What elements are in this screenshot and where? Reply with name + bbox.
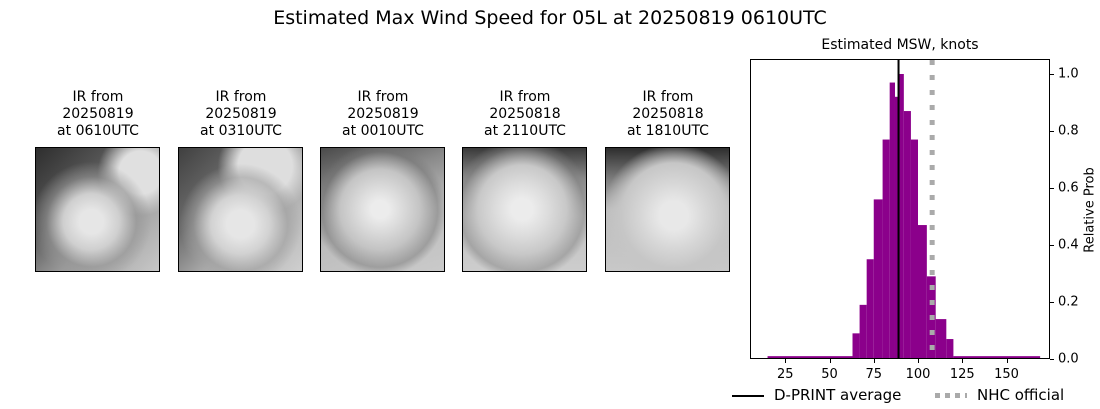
histogram-bar bbox=[918, 225, 927, 358]
dotted-line-icon bbox=[935, 393, 967, 398]
ir-panel: IR from 20250818 at 1810UTC bbox=[605, 89, 731, 272]
histogram-bar bbox=[852, 333, 860, 358]
x-tick bbox=[829, 359, 831, 363]
x-tick bbox=[1006, 359, 1008, 363]
ir-satellite-image bbox=[605, 147, 730, 272]
y-tick-label: 1.0 bbox=[1058, 66, 1079, 82]
histogram-bar bbox=[910, 139, 918, 358]
y-tick bbox=[1050, 245, 1054, 246]
y-tick-label: 0.8 bbox=[1058, 123, 1079, 139]
ir-satellite-image bbox=[178, 147, 303, 272]
ir-panel: IR from 20250818 at 2110UTC bbox=[462, 89, 588, 272]
caption-date: 20250819 bbox=[62, 106, 134, 122]
ir-satellite-image bbox=[320, 147, 445, 272]
caption-time: at 0010UTC bbox=[342, 123, 424, 139]
legend-label: D-PRINT average bbox=[774, 386, 902, 404]
caption-line: IR from bbox=[357, 89, 409, 105]
ir-panel: IR from 20250819 at 0610UTC bbox=[35, 89, 161, 272]
histogram-bar bbox=[898, 74, 904, 358]
caption-time: at 2110UTC bbox=[484, 123, 566, 139]
x-tick-label: 75 bbox=[865, 367, 883, 382]
caption-date: 20250819 bbox=[347, 106, 419, 122]
caption-line: IR from bbox=[215, 89, 267, 105]
x-tick-label: 25 bbox=[776, 367, 794, 382]
y-axis-label: Relative Prob bbox=[1082, 167, 1098, 253]
histogram-bar bbox=[866, 259, 874, 358]
ir-panel: IR from 20250819 at 0310UTC bbox=[178, 89, 304, 272]
y-tick bbox=[1050, 188, 1054, 189]
y-tick-label: 0.6 bbox=[1058, 180, 1079, 196]
histogram-bar bbox=[894, 96, 899, 358]
y-tick bbox=[1050, 131, 1054, 132]
x-tick bbox=[918, 359, 919, 363]
histogram-bar bbox=[903, 111, 911, 358]
ir-caption: IR from 20250819 at 0010UTC bbox=[320, 89, 446, 141]
histogram-bar bbox=[889, 82, 895, 358]
x-tick bbox=[785, 359, 787, 363]
histogram-bar bbox=[882, 139, 890, 358]
ir-satellite-image bbox=[462, 147, 587, 272]
solid-line-icon bbox=[732, 394, 764, 397]
ir-caption: IR from 20250818 at 2110UTC bbox=[462, 89, 588, 141]
caption-date: 20250818 bbox=[489, 106, 561, 122]
ir-satellite-image bbox=[35, 147, 160, 272]
y-tick-label: 0.4 bbox=[1058, 237, 1079, 253]
histogram-bar bbox=[946, 339, 954, 358]
ir-caption: IR from 20250818 at 1810UTC bbox=[605, 89, 731, 141]
x-tick-label: 150 bbox=[994, 367, 1019, 382]
caption-line: IR from bbox=[72, 89, 124, 105]
legend-label: NHC official bbox=[977, 386, 1065, 404]
x-tick-label: 100 bbox=[905, 367, 931, 382]
y-tick bbox=[1050, 359, 1054, 360]
caption-time: at 0610UTC bbox=[57, 123, 139, 139]
caption-time: at 1810UTC bbox=[627, 123, 709, 139]
y-tick-label: 0.2 bbox=[1058, 294, 1079, 310]
histogram-bar bbox=[953, 356, 1041, 358]
caption-line: IR from bbox=[499, 89, 551, 105]
figure-title: Estimated Max Wind Speed for 05L at 2025… bbox=[273, 7, 827, 29]
caption-line: IR from bbox=[642, 89, 694, 105]
histogram-bar bbox=[767, 356, 853, 358]
y-tick-label: 0.0 bbox=[1058, 351, 1079, 367]
ir-caption: IR from 20250819 at 0610UTC bbox=[35, 89, 161, 141]
ir-caption: IR from 20250819 at 0310UTC bbox=[178, 89, 304, 141]
legend-item-nhc: NHC official bbox=[935, 386, 1064, 404]
histogram-bar bbox=[859, 304, 867, 358]
ir-panel: IR from 20250819 at 0010UTC bbox=[320, 89, 446, 272]
x-tick bbox=[962, 359, 964, 363]
caption-time: at 0310UTC bbox=[200, 123, 282, 139]
y-tick bbox=[1050, 302, 1054, 303]
x-tick bbox=[873, 359, 875, 363]
caption-date: 20250818 bbox=[632, 106, 704, 122]
histogram-bar bbox=[873, 199, 883, 358]
y-tick bbox=[1050, 74, 1054, 75]
histogram-bar bbox=[935, 319, 947, 358]
x-tick-label: 50 bbox=[821, 367, 838, 382]
histogram-bars bbox=[767, 60, 1041, 358]
legend-item-dprint: D-PRINT average bbox=[732, 386, 901, 404]
x-tick-label: 125 bbox=[949, 367, 975, 382]
caption-date: 20250819 bbox=[205, 106, 277, 122]
chart-title: Estimated MSW, knots bbox=[821, 37, 979, 53]
histogram-plot-area bbox=[750, 59, 1050, 359]
